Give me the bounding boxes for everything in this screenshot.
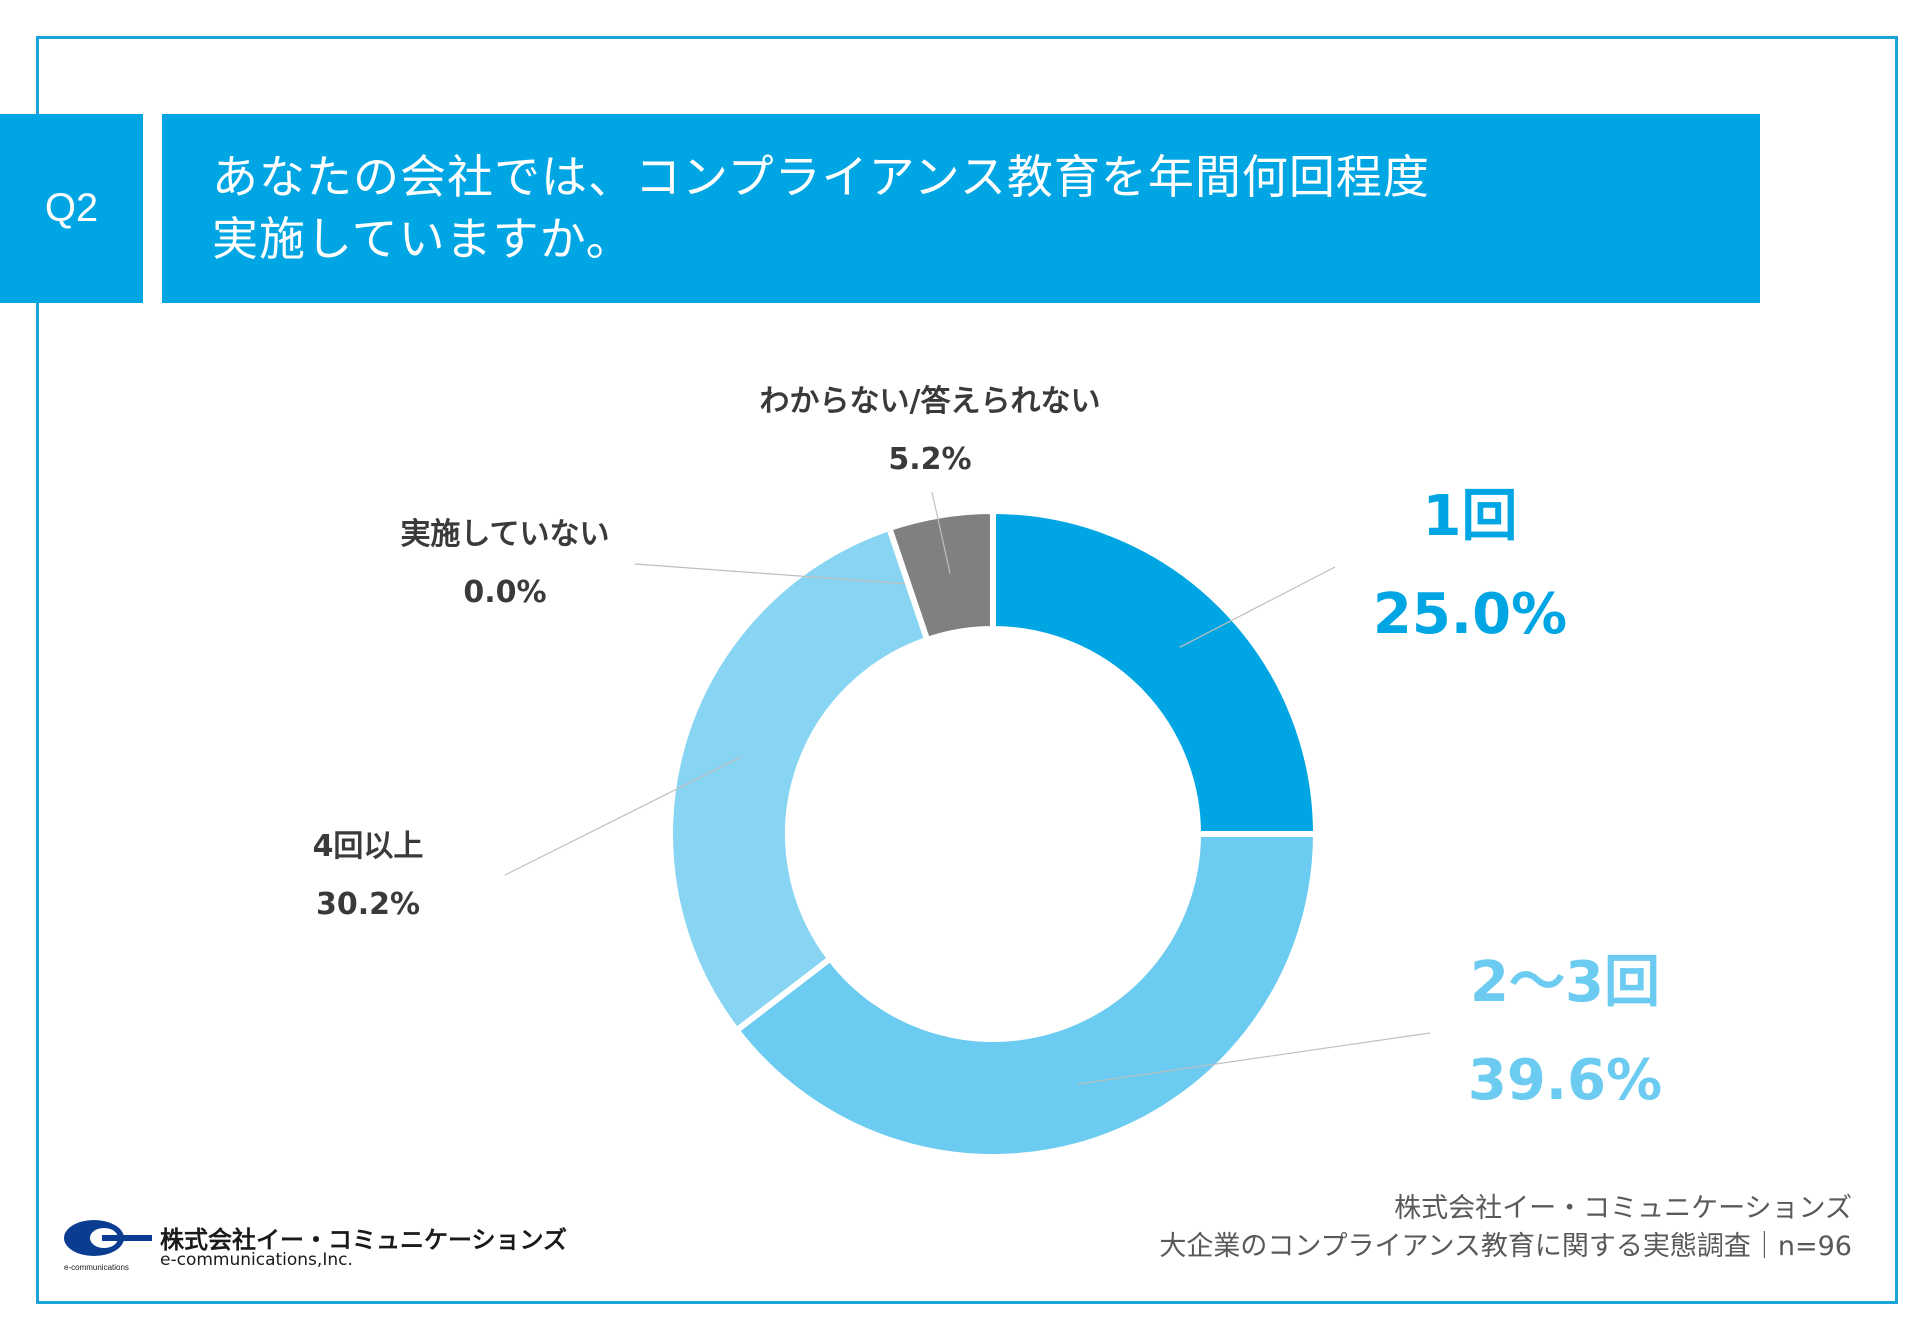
label-4-kai-ijou-value: 30.2% — [315, 887, 421, 922]
slice-1-kai-leader-line — [1179, 566, 1336, 648]
slice-1-kai — [990, 507, 1320, 837]
slice-2-3-kai — [732, 831, 1320, 1160]
source-line-1: 株式会社イー・コミュニケーションズ — [1394, 1193, 1852, 1224]
label-2-3-kai-value: 39.6% — [1467, 1048, 1663, 1113]
label-unknown: わからない/答えられない 5.2% — [720, 373, 1140, 489]
label-not-implemented: 実施していない 0.0% — [370, 506, 640, 622]
source-note: 株式会社イー・コミュニケーションズ 大企業のコンプライアンス教育に関する実態調査… — [1159, 1190, 1852, 1266]
label-4-kai-ijou-name: 4回以上 — [312, 829, 424, 864]
logo-company-name-en: e-communications,Inc. — [160, 1250, 353, 1270]
logo-mark-text: e-communications — [64, 1263, 129, 1272]
slice-2-3-kai-leader-line — [1077, 1032, 1431, 1085]
company-logo-mark: e-communications — [64, 1220, 152, 1272]
slice-unknown — [885, 507, 996, 644]
label-2-3-kai-name: 2〜3回 — [1470, 950, 1660, 1015]
label-4-kai-ijou: 4回以上 30.2% — [268, 818, 468, 934]
slice-4-kai-ijou — [667, 524, 932, 1035]
label-2-3-kai: 2〜3回 39.6% — [1440, 934, 1690, 1130]
label-1-kai-value: 25.0% — [1372, 582, 1568, 647]
label-not-implemented-name: 実施していない — [400, 517, 610, 552]
label-unknown-name: わからない/答えられない — [759, 384, 1101, 419]
slide-frame — [36, 36, 1898, 1304]
question-badge: Q2 — [0, 114, 143, 303]
label-1-kai: 1回 25.0% — [1370, 468, 1570, 664]
source-line-2: 大企業のコンプライアンス教育に関する実態調査｜n=96 — [1159, 1231, 1852, 1262]
label-unknown-value: 5.2% — [888, 442, 972, 477]
logo-company-name-jp: 株式会社イー・コミュニケーションズ — [160, 1226, 568, 1254]
question-line-2: 実施していますか。 — [212, 212, 633, 266]
label-1-kai-name: 1回 — [1422, 484, 1518, 549]
slice-unknown-leader-line — [931, 491, 951, 574]
label-not-implemented-value: 0.0% — [463, 575, 547, 610]
slice-4-kai-ijou-leader-line — [504, 756, 741, 876]
question-banner: あなたの会社では、コンプライアンス教育を年間何回程度 実施していますか。 — [162, 114, 1760, 303]
question-line-1: あなたの会社では、コンプライアンス教育を年間何回程度 — [212, 150, 1430, 204]
slice-not-implemented-leader-line — [634, 563, 909, 585]
